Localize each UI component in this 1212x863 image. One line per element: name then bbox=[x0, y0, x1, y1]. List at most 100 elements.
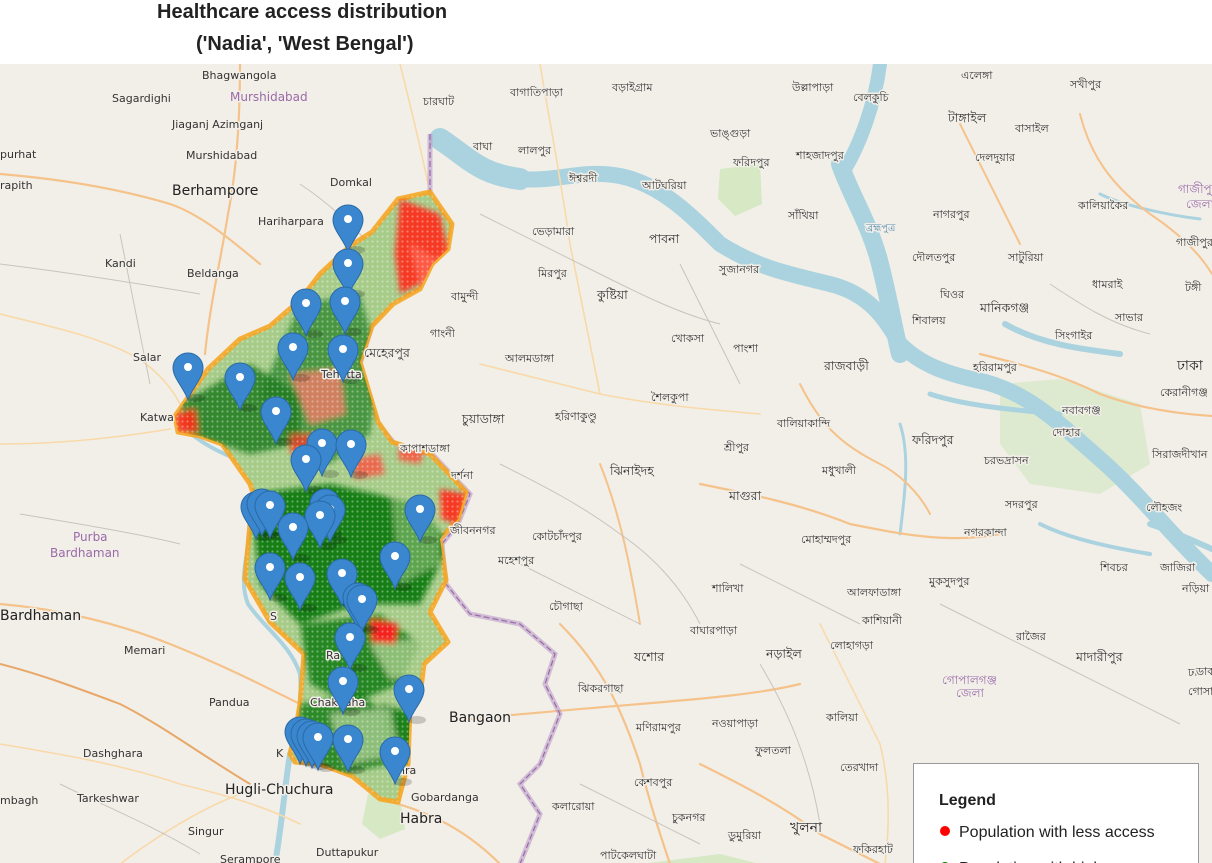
label-rajoir: রাজৈর bbox=[1015, 630, 1047, 643]
label-darshana: দর্শনা bbox=[450, 469, 474, 482]
label-purhat: purhat bbox=[0, 148, 37, 161]
label-sagardighi: Sagardighi bbox=[112, 92, 171, 105]
legend-title: Legend bbox=[939, 792, 996, 809]
label-keraniganj: কেরানীগঞ্জ bbox=[1160, 386, 1208, 399]
label-sadarpur: সদরপুর bbox=[1004, 498, 1039, 511]
label-mbagh: mbagh bbox=[0, 794, 38, 807]
label-jhenaidah: ঝিনাইদহ bbox=[609, 463, 655, 478]
label-savar: সাভার bbox=[1114, 311, 1144, 324]
label-dak: ডাক bbox=[1195, 665, 1212, 678]
map-pin-icon[interactable] bbox=[329, 286, 362, 336]
legend-label-high-access: Population with high access bbox=[959, 860, 1156, 863]
map-pin-icon[interactable] bbox=[172, 352, 205, 402]
label-phultala: ফুলতলা bbox=[754, 744, 792, 757]
map-pin-icon[interactable] bbox=[346, 584, 379, 634]
label-gosai: গোসা bbox=[1188, 685, 1212, 698]
label-kaliakair: কালিয়াকৈর bbox=[1077, 199, 1129, 212]
label-bamundi: বামুন্দী bbox=[450, 290, 479, 303]
map-pin-icon[interactable] bbox=[327, 334, 360, 384]
map-pin-icon[interactable] bbox=[277, 512, 310, 562]
label-khoksa: খোকসা bbox=[671, 332, 705, 345]
map-pin-icon[interactable] bbox=[379, 736, 412, 786]
label-bhagwangola: Bhagwangola bbox=[202, 69, 276, 82]
map-pin-icon[interactable] bbox=[302, 722, 335, 772]
label-hugli: Hugli-Chuchura bbox=[225, 782, 333, 798]
label-gazipur-district-2: জেলা bbox=[1186, 197, 1212, 211]
label-faridpur: ফরিদপুর bbox=[911, 432, 955, 448]
label-saturia: সাটুরিয়া bbox=[1007, 251, 1044, 264]
map-pin-icon[interactable] bbox=[332, 204, 365, 254]
label-baliakandi: বালিয়াকান্দি bbox=[776, 417, 830, 430]
label-madaripur: মাদারীপুর bbox=[1075, 649, 1124, 665]
label-ullapara: উল্লাপাড়া bbox=[791, 81, 834, 94]
label-harinakunda: হরিণাকুণ্ডু bbox=[554, 410, 597, 423]
label-purba-1: Purba bbox=[73, 530, 108, 544]
map-pin-icon[interactable] bbox=[306, 428, 339, 478]
label-bardhaman: Bardhaman bbox=[0, 608, 81, 624]
map-pin-icon[interactable] bbox=[277, 332, 310, 382]
label-bheramara: ভেড়ামারা bbox=[532, 225, 575, 238]
label-kushtia: কুষ্টিয়া bbox=[596, 287, 628, 303]
map-pin-icon[interactable] bbox=[334, 622, 367, 672]
label-bangaon: Bangaon bbox=[449, 710, 511, 726]
label-gazipur-district-1: গাজীপু bbox=[1178, 182, 1212, 197]
label-kashiani: কাশিয়ানী bbox=[861, 614, 903, 627]
label-patkelghata: পাটকেলঘাটা bbox=[600, 849, 657, 862]
map-pin-icon[interactable] bbox=[393, 674, 426, 724]
minor-roads bbox=[0, 183, 1181, 855]
label-beldanga: Beldanga bbox=[187, 267, 239, 280]
label-kalyani: K bbox=[276, 747, 284, 760]
map-pin-icon[interactable] bbox=[284, 562, 317, 612]
label-dumuria: ডুমুরিয়া bbox=[727, 829, 762, 842]
label-sirajdikhan: সিরাজদীখান bbox=[1151, 448, 1208, 461]
label-habra: Habra bbox=[400, 811, 442, 827]
map-pin-icon[interactable] bbox=[332, 724, 365, 774]
legend-label-less-access: Population with less access bbox=[959, 824, 1155, 841]
map-pin-icon[interactable] bbox=[260, 396, 293, 446]
label-khulna: খুলনা bbox=[790, 820, 823, 836]
legend-dot-less-access bbox=[940, 826, 950, 836]
map-title-line-2: ('Nadia', 'West Bengal') bbox=[196, 33, 414, 55]
label-ishwardi: ঈশ্বরদী bbox=[568, 172, 598, 185]
label-lohagara: লোহাগড়া bbox=[830, 639, 874, 652]
label-shailkupa: শৈলকুপা bbox=[651, 391, 689, 404]
map-pin-icon[interactable] bbox=[224, 362, 257, 412]
label-mohammadpur: মোহাম্মদপুর bbox=[801, 533, 852, 546]
label-nagarkanda: নগরকান্দা bbox=[963, 526, 1008, 539]
label-kalaroa: কলারোয়া bbox=[551, 800, 595, 813]
label-jibannagar: জীবননগর bbox=[449, 524, 496, 537]
label-magura: মাগুরা bbox=[728, 488, 762, 503]
label-kandi: Kandi bbox=[105, 257, 136, 270]
label-alamdanga: আলমডাঙ্গা bbox=[504, 352, 555, 365]
label-kotchandpur: কোটচাঁদপুর bbox=[532, 529, 583, 543]
label-hariharpara: Hariharpara bbox=[258, 215, 324, 228]
label-jiaganj: Jiaganj Azimganj bbox=[171, 118, 263, 131]
map-canvas[interactable]: Bhagwangola Sagardighi Murshidabad Jiaga… bbox=[0, 64, 1212, 863]
map-pin-icon[interactable] bbox=[290, 288, 323, 338]
label-dashghara: Dashghara bbox=[83, 747, 143, 760]
label-sreepur: শ্রীপুর bbox=[723, 441, 750, 454]
label-tarkeshwar: Tarkeshwar bbox=[76, 792, 139, 805]
map-pin-icon[interactable] bbox=[379, 541, 412, 591]
label-gangni: গাংনী bbox=[430, 327, 456, 340]
label-dhaka: ঢাকা bbox=[1176, 358, 1204, 374]
label-santhia: সাঁথিয়া bbox=[787, 208, 819, 222]
label-singair: সিংগাইর bbox=[1054, 329, 1093, 342]
label-noapara: নওয়াপাড়া bbox=[711, 717, 759, 730]
healthcare-markers bbox=[172, 204, 437, 786]
map-pin-icon[interactable] bbox=[327, 666, 360, 716]
label-singur: Singur bbox=[188, 825, 224, 838]
label-zanjira: জাজিরা bbox=[1159, 561, 1196, 574]
label-bagha: বাঘা bbox=[472, 140, 493, 153]
label-kapashdanga: কাপাশডাঙ্গা bbox=[399, 442, 451, 455]
label-salar: Salar bbox=[133, 351, 162, 364]
base-map: Bhagwangola Sagardighi Murshidabad Jiaga… bbox=[0, 64, 1212, 863]
map-pin-icon[interactable] bbox=[404, 494, 437, 544]
label-brahmaputra: ব্রহ্মপুত্র bbox=[865, 223, 896, 234]
label-shantipur: S bbox=[270, 610, 277, 623]
label-rajbari: রাজবাড়ী bbox=[823, 358, 869, 373]
label-tangail: টাঙ্গাইল bbox=[947, 110, 987, 125]
label-keshabpur: কেশবপুর bbox=[634, 776, 673, 789]
map-pin-icon[interactable] bbox=[335, 429, 368, 479]
map-pin-icon[interactable] bbox=[254, 552, 287, 602]
